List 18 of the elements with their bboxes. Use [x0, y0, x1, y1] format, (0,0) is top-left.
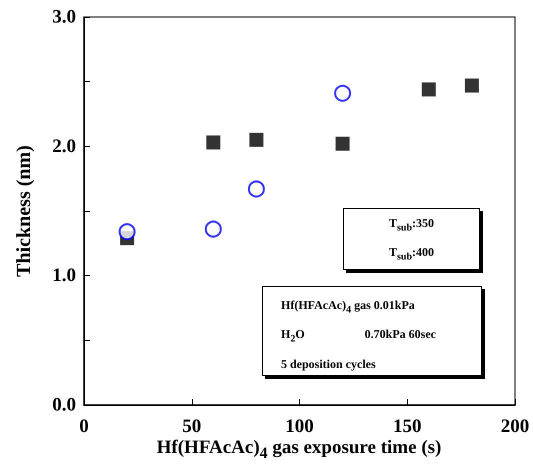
x-tick-label: 0 — [79, 416, 89, 437]
y-axis-title: Thickness (nm) — [13, 145, 35, 277]
x-tick-label: 150 — [393, 416, 422, 437]
x-tick-label: 50 — [182, 416, 202, 437]
annotation: 5 deposition cycles — [281, 356, 377, 373]
note-box: T$_{sub}$:350 T$_{sub}$:400 — [343, 208, 480, 270]
annotation: Hf(HFAcAc)$_{4}$ gas 0.01kPa — [281, 297, 416, 318]
annotation: H$_{2}$O 0.70kPa 60sec — [281, 326, 438, 347]
x-tick-label: 200 — [500, 416, 530, 437]
annotation: T$_{sub}$:350 — [388, 215, 436, 236]
y-tick-label: 1.0 — [52, 265, 76, 286]
y-tick-label: 2.0 — [52, 136, 76, 157]
x-axis-title: Hf(HFAcAc)$_{4}$ gas exposure time (s) — [156, 437, 442, 463]
annotation: T$_{sub}$:400 — [388, 244, 436, 265]
x-tick-label: 100 — [285, 416, 314, 437]
note-box: Hf(HFAcAc)$_{4}$ gas 0.01kPa H$_{2}$O 0.70kPa 60sec 5 deposition cycles — [262, 286, 482, 376]
y-tick-label: 0.0 — [52, 394, 76, 416]
y-tick-label: 3.0 — [52, 6, 76, 28]
